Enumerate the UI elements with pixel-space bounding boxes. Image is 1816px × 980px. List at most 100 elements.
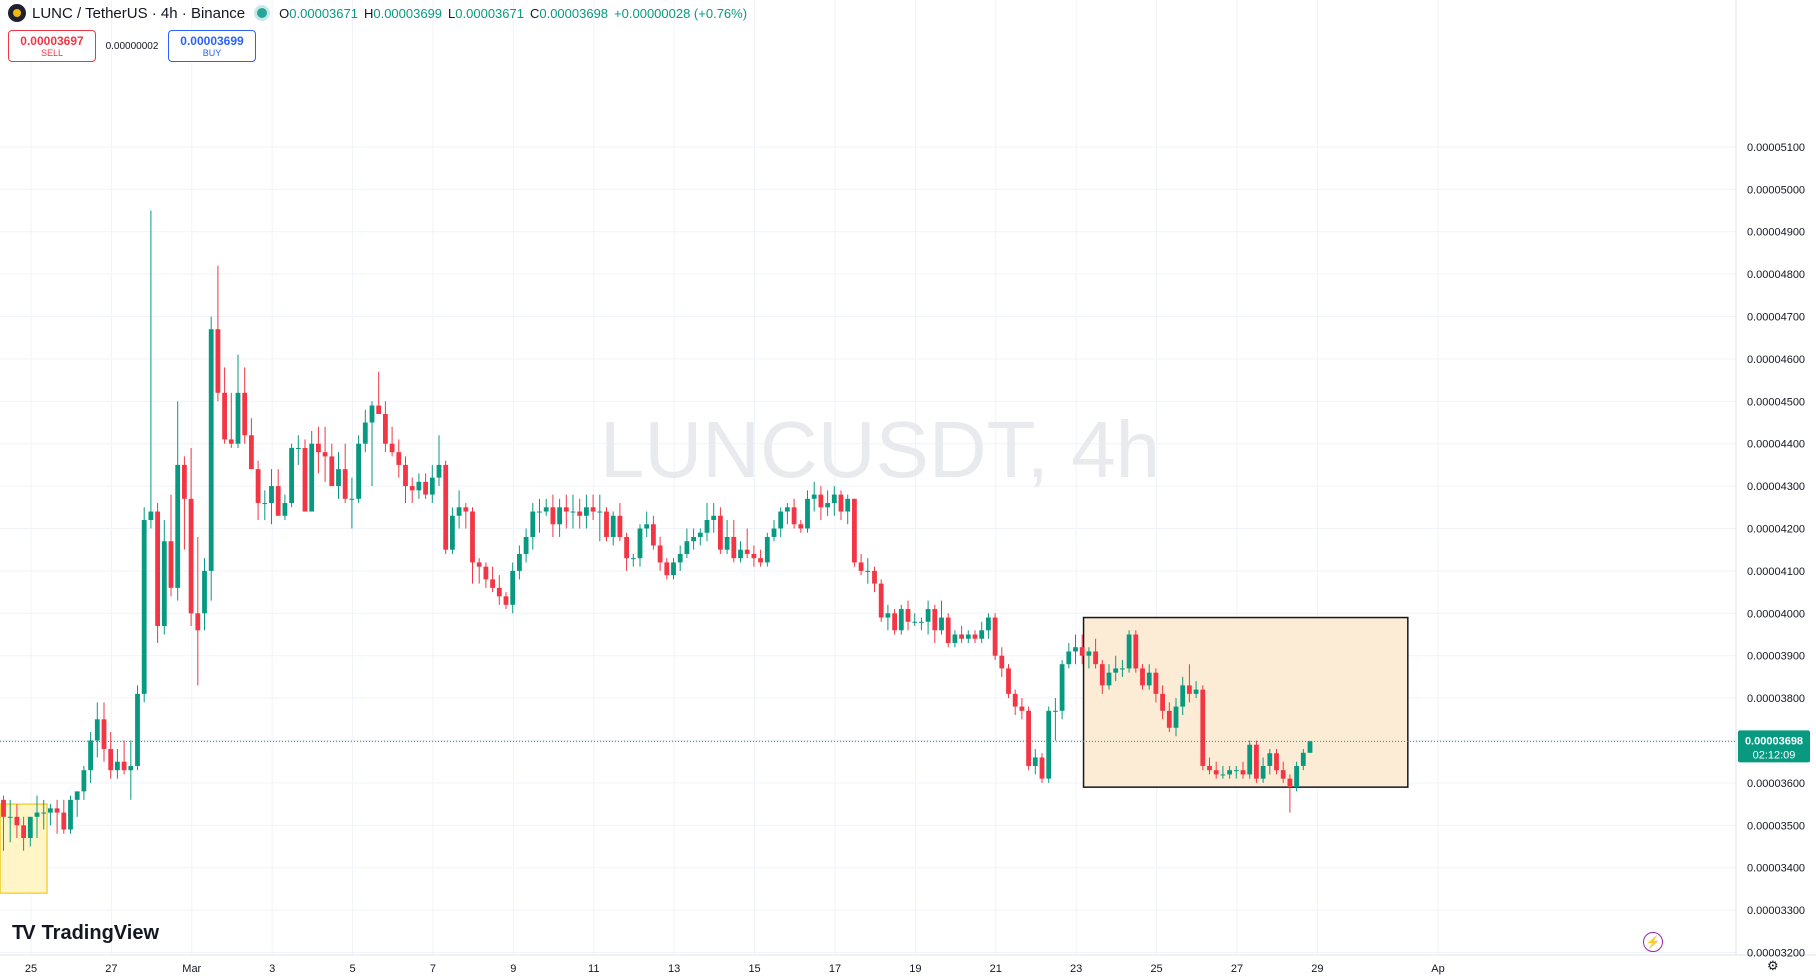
candle[interactable] <box>141 507 147 703</box>
candle[interactable] <box>1039 753 1045 783</box>
settings-gear-icon[interactable]: ⚙ <box>1767 958 1779 973</box>
candle[interactable] <box>845 494 851 525</box>
candle[interactable] <box>1207 757 1212 775</box>
candle[interactable] <box>577 498 583 529</box>
candle[interactable] <box>1287 774 1293 813</box>
candle[interactable] <box>1166 702 1172 733</box>
candle[interactable] <box>764 532 770 567</box>
candle[interactable] <box>1079 634 1085 665</box>
candle[interactable] <box>858 553 864 576</box>
candle[interactable] <box>423 473 428 499</box>
candle[interactable] <box>34 795 40 839</box>
candle[interactable] <box>235 354 241 448</box>
candle[interactable] <box>818 486 824 521</box>
candle[interactable] <box>1126 630 1132 673</box>
candle[interactable] <box>1294 761 1299 792</box>
candle[interactable] <box>121 740 127 775</box>
candle[interactable] <box>637 524 643 567</box>
candle[interactable] <box>383 401 388 453</box>
candle[interactable] <box>1019 698 1025 720</box>
candle[interactable] <box>309 430 315 512</box>
candle[interactable] <box>697 528 703 546</box>
candle[interactable] <box>68 795 73 834</box>
candle[interactable] <box>932 604 938 643</box>
candle[interactable] <box>570 494 576 529</box>
candle[interactable] <box>396 439 402 478</box>
candle[interactable] <box>912 613 918 627</box>
candle[interactable] <box>1086 647 1092 669</box>
candle[interactable] <box>651 515 656 550</box>
candle[interactable] <box>805 490 810 533</box>
candle[interactable] <box>979 621 985 643</box>
candle[interactable] <box>188 447 194 627</box>
candle[interactable] <box>630 553 636 567</box>
candle[interactable] <box>208 316 214 601</box>
candle[interactable] <box>496 575 502 605</box>
candle[interactable] <box>711 503 717 533</box>
candle[interactable] <box>872 566 877 593</box>
candle[interactable] <box>1093 638 1098 669</box>
candle[interactable] <box>135 685 140 771</box>
candle[interactable] <box>27 816 33 847</box>
candle[interactable] <box>1053 698 1058 741</box>
candle[interactable] <box>41 799 47 830</box>
candle[interactable] <box>838 490 844 521</box>
candle[interactable] <box>429 464 435 504</box>
candle[interactable] <box>182 456 187 550</box>
candle[interactable] <box>718 507 723 554</box>
candle[interactable] <box>945 613 951 648</box>
candle[interactable] <box>1193 681 1199 699</box>
candle[interactable] <box>1173 698 1179 737</box>
candle[interactable] <box>657 536 663 571</box>
candle[interactable] <box>758 549 763 567</box>
candle[interactable] <box>470 507 475 584</box>
candle[interactable] <box>825 490 830 516</box>
candle[interactable] <box>677 545 683 571</box>
candle[interactable] <box>322 426 328 482</box>
candle[interactable] <box>490 566 495 593</box>
candle[interactable] <box>778 507 784 537</box>
candle[interactable] <box>684 528 690 559</box>
candle[interactable] <box>269 469 274 525</box>
candle[interactable] <box>282 494 288 521</box>
candle[interactable] <box>1146 664 1152 690</box>
candle[interactable] <box>1240 761 1246 779</box>
candle[interactable] <box>88 732 93 783</box>
candle[interactable] <box>463 503 469 529</box>
candle[interactable] <box>1180 676 1186 716</box>
candle[interactable] <box>108 732 114 779</box>
candle[interactable] <box>416 473 422 499</box>
candle[interactable] <box>61 799 67 834</box>
candle[interactable] <box>986 613 991 639</box>
candle[interactable] <box>1307 740 1313 753</box>
buy-button[interactable]: 0.00003699 BUY <box>168 30 256 62</box>
candle[interactable] <box>510 562 516 614</box>
candle[interactable] <box>523 528 529 563</box>
candle[interactable] <box>356 435 361 504</box>
candle[interactable] <box>1006 664 1011 699</box>
candle[interactable] <box>1153 668 1159 703</box>
candle[interactable] <box>1267 748 1273 775</box>
candle[interactable] <box>1066 642 1072 669</box>
candle[interactable] <box>624 532 629 571</box>
candle[interactable] <box>275 469 281 516</box>
candle[interactable] <box>664 558 670 580</box>
candle[interactable] <box>999 647 1005 677</box>
candle[interactable] <box>965 630 971 643</box>
candle[interactable] <box>785 503 790 525</box>
candle[interactable] <box>771 520 777 542</box>
candle[interactable] <box>215 265 221 402</box>
candle[interactable] <box>831 486 837 516</box>
candle[interactable] <box>369 401 375 487</box>
candle[interactable] <box>738 541 743 563</box>
candle[interactable] <box>94 702 100 758</box>
candle[interactable] <box>443 460 449 554</box>
candle[interactable] <box>262 490 268 521</box>
candle[interactable] <box>550 494 556 537</box>
candle[interactable] <box>483 562 489 588</box>
candle[interactable] <box>1254 740 1259 783</box>
candle[interactable] <box>644 511 650 537</box>
candle[interactable] <box>530 503 536 550</box>
candle[interactable] <box>336 452 341 499</box>
